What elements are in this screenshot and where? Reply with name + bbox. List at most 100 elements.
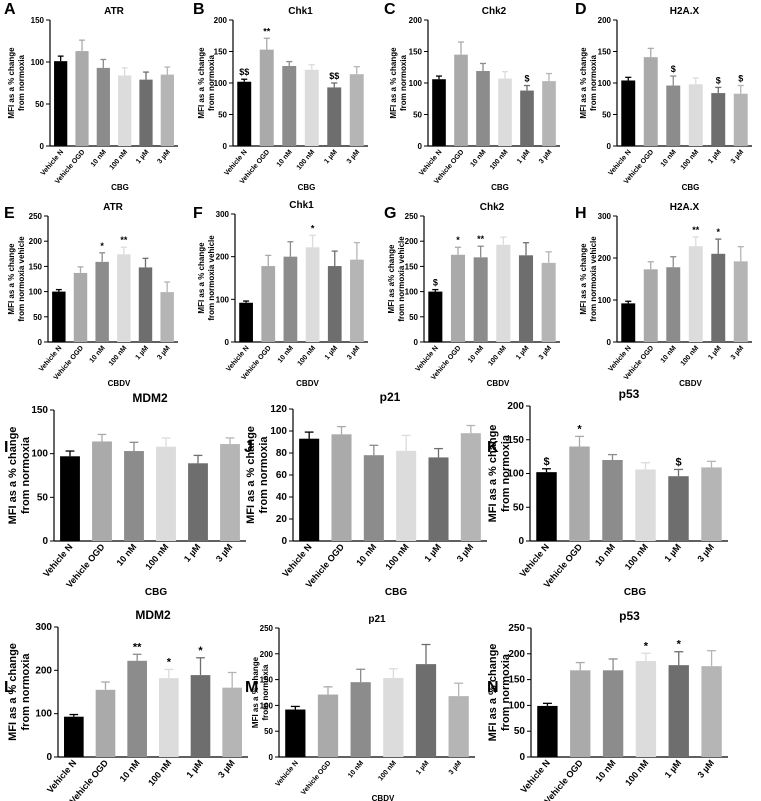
bar [448, 696, 469, 757]
bar [454, 54, 468, 146]
category-label: 10 nM [354, 542, 378, 568]
bar [127, 660, 147, 757]
x-axis-label: CBDV [679, 379, 702, 388]
bar [159, 678, 179, 757]
y-tick-label: 100 [270, 426, 287, 437]
y-tick-label: 60 [276, 470, 288, 481]
bar [160, 74, 174, 146]
y-tick-label: 200 [216, 253, 230, 262]
chart-title: H2A.X [670, 202, 700, 213]
category-label: 1 µM [415, 760, 431, 777]
chart-title: p53 [619, 387, 640, 401]
y-tick-label: 150 [507, 435, 524, 446]
y-tick-label: 300 [35, 622, 52, 633]
bar [160, 292, 174, 342]
category-label: 3 µM [455, 542, 476, 564]
category-label: 3 µM [730, 345, 746, 362]
bar [138, 267, 153, 342]
chart-title: H2A.X [670, 6, 700, 17]
y-tick-label: 150 [260, 676, 274, 685]
bar [396, 450, 417, 541]
y-tick-label: 100 [405, 288, 419, 297]
y-axis-label-line: from normoxia [399, 54, 408, 111]
category-label: 100 nM [680, 345, 701, 368]
panel-e: E ATR 0 50 100 150 200 250 MFI as a % changefrom… [4, 202, 178, 388]
bar [52, 291, 66, 342]
significance-marker: $ [543, 456, 549, 468]
bar [666, 267, 681, 342]
category-label: Vehicle OGD [300, 760, 332, 797]
category-label: 1 µM [135, 149, 151, 166]
y-tick-label: 0 [518, 536, 524, 547]
bar [688, 84, 703, 146]
y-tick-label: 200 [409, 16, 423, 25]
y-tick-label: 0 [414, 338, 419, 347]
panel-letter: C [384, 1, 396, 18]
bar [569, 446, 590, 541]
category-label: 10 nM [594, 758, 618, 784]
x-axis-label: CBG [111, 183, 129, 192]
bar [95, 689, 116, 757]
significance-marker: * [311, 223, 315, 233]
bar [518, 255, 534, 342]
category-label: 3 µM [695, 542, 716, 564]
significance-marker: ** [263, 26, 271, 36]
y-tick-label: 250 [29, 212, 43, 221]
bar [536, 472, 557, 541]
y-tick-label: 0 [40, 142, 45, 151]
y-tick-label: 20 [276, 514, 288, 525]
bar [733, 261, 748, 342]
bar [602, 670, 624, 757]
y-tick-label: 0 [225, 338, 230, 347]
category-label: 1 µM [182, 542, 203, 564]
significance-marker: * [100, 241, 104, 251]
bar [285, 709, 306, 757]
bar [428, 457, 449, 541]
y-tick-label: 100 [507, 469, 524, 480]
y-axis-label: MFI as a % changefrom normoxia [389, 47, 408, 119]
significance-marker: * [677, 639, 682, 651]
bar [92, 441, 112, 541]
y-axis-label-line: from normoxia [500, 653, 512, 731]
y-tick-label: 50 [37, 492, 49, 503]
y-axis-label-line: MFI as a % change [251, 656, 260, 728]
y-axis-label-line: from normoxia [261, 664, 270, 721]
category-label: 1 µM [707, 345, 723, 362]
x-axis-label: CBG [385, 587, 407, 598]
bar [635, 469, 656, 541]
category-label: Vehicle N [45, 758, 78, 795]
y-axis-label-line: MFI as a % change [487, 425, 499, 523]
y-tick-label: 100 [216, 295, 230, 304]
panel-letter: E [4, 205, 15, 222]
category-label: 1 µM [135, 345, 151, 362]
y-axis-label-line: from normoxia [589, 54, 598, 111]
category-label: 3 µM [538, 149, 554, 166]
bar [283, 256, 298, 342]
significance-marker: * [577, 423, 582, 435]
category-label: 3 µM [156, 345, 172, 362]
significance-marker: * [198, 645, 203, 657]
panel-d: D H2A.X 0 50 100 150 200 MFI as a % changefrom … [575, 1, 752, 192]
category-label: 1 µM [324, 345, 340, 362]
y-axis-label-line: from normoxia vehicle [207, 235, 216, 321]
significance-marker: $$ [239, 67, 249, 77]
category-label: 100 nM [489, 149, 510, 172]
category-label: Vehicle N [280, 542, 313, 579]
category-label: 10 nM [114, 542, 138, 568]
panel-i: I MDM2 0 50 100 150 MFI as a % changefrom norm… [4, 391, 246, 598]
bar [635, 661, 657, 757]
y-tick-label: 0 [519, 752, 525, 763]
panel-letter: L [4, 679, 14, 696]
category-label: 10 nM [469, 149, 487, 169]
category-label: 10 nM [467, 345, 485, 365]
y-axis-label: MFI as a % changefrom normoxia vehicle [197, 235, 216, 321]
significance-marker: ** [692, 225, 700, 235]
category-label: 3 µM [448, 760, 464, 777]
y-axis-label-line: MFI as a % change [579, 47, 588, 119]
y-axis-label-line: MFI as a % change [245, 426, 257, 524]
bar [60, 456, 80, 541]
